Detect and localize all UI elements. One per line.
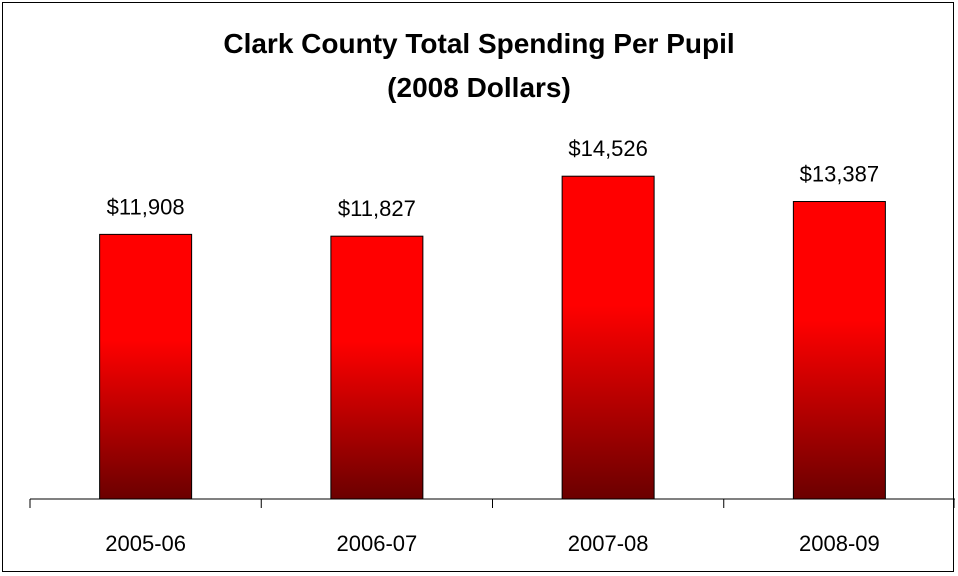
value-label-2007-08: $14,526 — [568, 136, 648, 161]
bar-2006-07 — [330, 235, 424, 500]
x-axis — [29, 498, 955, 508]
bars-group — [99, 175, 886, 500]
bar-2007-08 — [561, 175, 655, 500]
value-label-2008-09: $13,387 — [800, 162, 880, 187]
value-label-2006-07: $11,827 — [338, 196, 416, 221]
category-label-2005-06: 2005-06 — [105, 531, 186, 556]
bar-2005-06 — [99, 233, 193, 500]
bar-2008-09 — [792, 201, 886, 500]
category-label-2006-07: 2006-07 — [337, 531, 418, 556]
chart-title: Clark County Total Spending Per Pupil — [223, 28, 734, 59]
value-label-2005-06: $11,908 — [107, 194, 185, 219]
category-label-2007-08: 2007-08 — [568, 531, 649, 556]
category-label-2008-09: 2008-09 — [799, 531, 880, 556]
chart-svg: Clark County Total Spending Per Pupil (2… — [29, 28, 955, 556]
chart-subtitle: (2008 Dollars) — [387, 72, 571, 103]
value-labels-group: $11,908 $11,827 $14,526 $13,387 — [107, 136, 879, 221]
category-labels-group: 2005-06 2006-07 2007-08 2008-09 — [105, 531, 880, 556]
